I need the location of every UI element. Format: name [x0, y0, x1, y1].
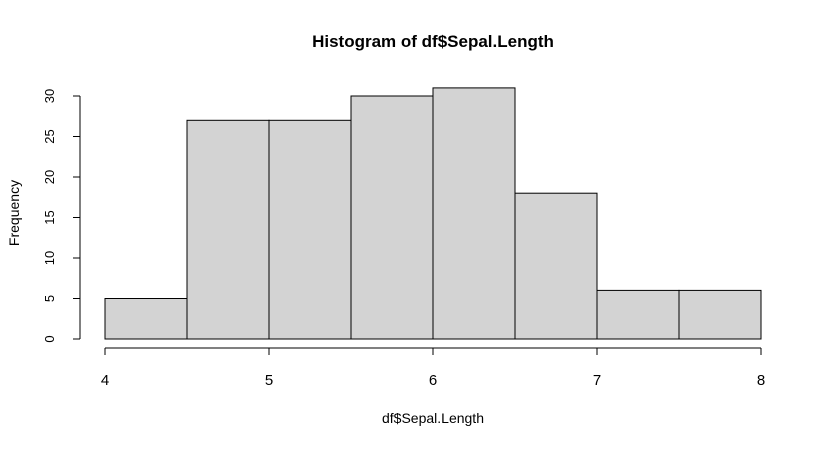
y-tick-label: 15 [42, 210, 57, 224]
histogram-bar-6 [596, 289, 680, 340]
histogram-bar-3 [350, 95, 434, 340]
histogram-bar-0 [104, 298, 188, 340]
histogram-bar-4 [432, 87, 516, 340]
chart-title: Histogram of df$Sepal.Length [312, 32, 554, 51]
x-tick-label: 5 [265, 372, 273, 389]
y-axis-label: Frequency [6, 180, 22, 246]
y-axis: 0 5 10 15 20 25 30 [42, 89, 81, 343]
histogram-bar-2 [268, 119, 352, 340]
x-tick-label: 8 [757, 372, 765, 389]
y-tick-label: 10 [42, 251, 57, 265]
x-tick-label: 6 [429, 372, 437, 389]
y-tick-label: 5 [42, 295, 57, 302]
y-tick-label: 0 [42, 335, 57, 342]
bars-group [104, 87, 762, 340]
histogram-bar-5 [514, 192, 598, 340]
histogram-bar-1 [186, 119, 270, 340]
x-tick-label: 4 [101, 372, 109, 389]
y-tick-label: 30 [42, 89, 57, 103]
y-tick-label: 20 [42, 170, 57, 184]
x-tick-label: 7 [593, 372, 601, 389]
x-axis-label: df$Sepal.Length [382, 410, 484, 426]
x-axis: 4 5 6 7 8 [101, 347, 765, 389]
y-tick-label: 25 [42, 129, 57, 143]
histogram-bar-7 [678, 289, 762, 340]
